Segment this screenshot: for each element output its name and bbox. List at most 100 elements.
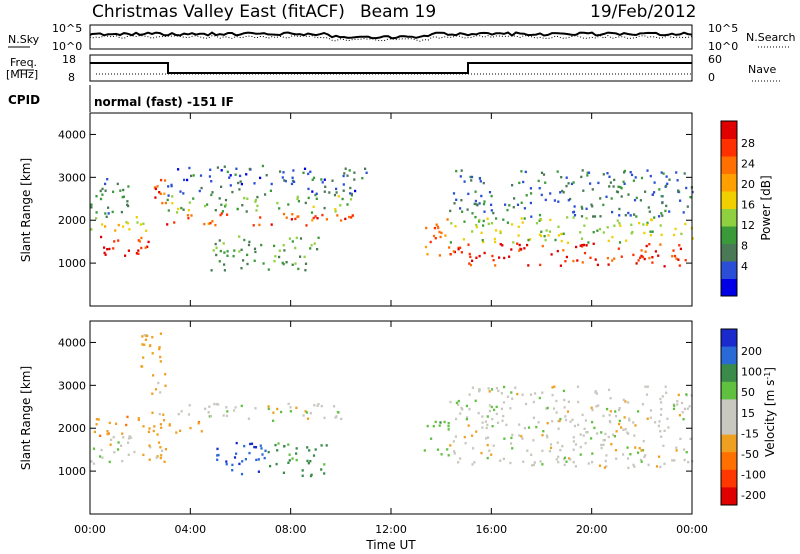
velocity-cell: [642, 439, 645, 443]
power-cell: [335, 187, 338, 191]
velocity-cell: [280, 410, 283, 414]
velocity-cell: [509, 407, 512, 410]
power-cell: [334, 210, 337, 213]
power-cell: [573, 214, 577, 217]
velocity-cell: [566, 410, 570, 413]
velocity-cell: [465, 418, 468, 421]
velocity-cell: [117, 441, 120, 444]
power-cell: [161, 201, 164, 205]
power-cell: [242, 259, 245, 262]
power-cell: [482, 202, 486, 206]
power-cell: [671, 255, 674, 258]
power-cell: [435, 223, 438, 226]
power-cell: [270, 223, 273, 226]
velocity-cell: [628, 417, 631, 420]
power-cell: [139, 223, 142, 226]
velocity-cell: [518, 434, 521, 437]
velocity-cell: [231, 469, 234, 472]
power-cell: [598, 227, 602, 231]
power-cell: [448, 246, 451, 249]
power-cell: [180, 206, 183, 210]
power-cell: [210, 180, 213, 183]
power-cell: [587, 171, 591, 174]
power-cell: [641, 255, 644, 259]
velocity-cell: [618, 407, 621, 410]
velocity-cell: [197, 422, 200, 425]
power-cell: [660, 212, 663, 215]
power-cell: [285, 216, 288, 219]
velocity-cell: [117, 448, 120, 451]
velocity-cell: [304, 410, 307, 413]
power-cell: [607, 263, 610, 266]
power-cell: [144, 246, 147, 249]
power-cell: [237, 181, 240, 185]
velocity-cell: [620, 426, 623, 429]
power-cell: [512, 241, 515, 244]
velocity-cell: [335, 415, 338, 418]
power-cell: [215, 246, 218, 249]
power-cell: [106, 178, 109, 181]
power-cell: [625, 239, 628, 242]
power-cell: [618, 222, 621, 225]
power-cell: [684, 259, 687, 262]
velocity-cell: [143, 343, 146, 346]
velocity-cell: [188, 404, 191, 407]
velocity-cell: [546, 422, 549, 425]
power-cell: [281, 176, 284, 179]
velocity-cell: [497, 389, 500, 393]
velocity-cell: [440, 453, 443, 456]
power-cell: [562, 232, 565, 235]
power-cell: [258, 223, 261, 227]
velocity-cell: [108, 421, 111, 425]
power-cell: [453, 202, 456, 205]
power-cell: [137, 252, 140, 255]
power-cell: [222, 242, 225, 245]
beam-label: Beam 19: [360, 2, 436, 22]
power-cell: [547, 234, 550, 237]
power-cell: [137, 239, 140, 242]
velocity-colorbar-swatch: [721, 469, 737, 488]
power-cell: [259, 176, 262, 180]
velocity-cell: [122, 436, 125, 439]
velocity-cell: [485, 426, 488, 430]
power-cell: [111, 210, 114, 214]
power-cell: [619, 224, 622, 227]
range-tick-label: 1000: [58, 257, 86, 270]
power-cell: [226, 170, 229, 174]
freq-tick-bottom: 8: [68, 71, 75, 84]
velocity-cell: [556, 441, 559, 444]
velocity-cell: [525, 402, 528, 406]
power-cell: [323, 178, 326, 181]
power-cell: [474, 190, 477, 193]
power-cell: [171, 202, 174, 205]
cpid-label: CPID: [8, 93, 40, 107]
velocity-colorbar-swatch: [721, 434, 737, 453]
power-colorbar-swatch: [721, 121, 737, 139]
power-cell: [572, 216, 575, 219]
power-cell: [166, 223, 169, 226]
velocity-cell: [467, 424, 470, 427]
power-cell: [620, 195, 623, 198]
velocity-cell: [449, 444, 452, 447]
power-cell: [570, 182, 574, 186]
power-cell: [182, 192, 185, 195]
velocity-cell: [689, 437, 692, 441]
power-cell: [630, 223, 633, 226]
power-cell: [340, 219, 343, 222]
cpid-text: normal (fast) -151 IF: [94, 95, 234, 109]
power-colorbar-swatch: [721, 208, 737, 227]
power-cell: [348, 169, 351, 172]
velocity-cell: [608, 413, 611, 417]
power-cell: [615, 190, 619, 193]
power-cell: [122, 225, 125, 228]
power-cell: [444, 234, 447, 237]
velocity-cell: [110, 438, 113, 441]
power-cell: [492, 259, 495, 262]
velocity-cell: [500, 407, 503, 411]
power-cell: [192, 197, 195, 200]
power-cell: [644, 250, 647, 253]
velocity-cell: [602, 439, 605, 442]
velocity-cell: [260, 447, 263, 450]
velocity-cell: [289, 406, 292, 409]
power-cell: [183, 178, 186, 182]
